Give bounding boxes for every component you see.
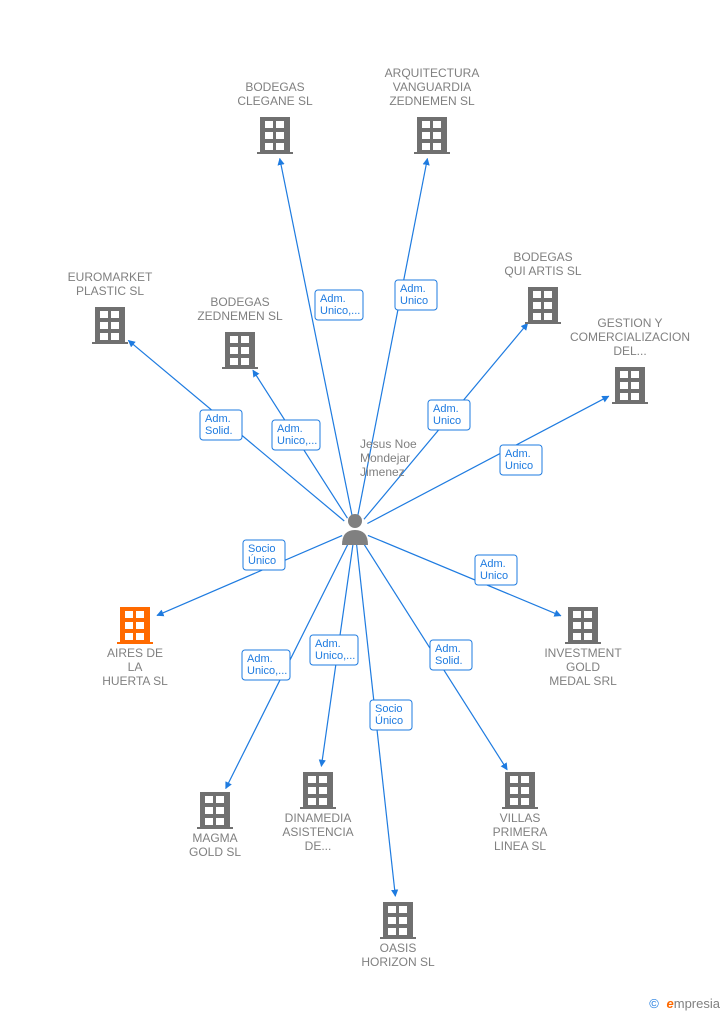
edge xyxy=(280,159,352,517)
company-label: BODEGASCLEGANE SL xyxy=(237,80,313,108)
network-diagram: Adm.Unico,...Adm.UnicoAdm.UnicoAdm.Unico… xyxy=(0,0,728,1015)
company-node xyxy=(612,367,648,404)
person-label: Jesus NoeMondejarJimenez xyxy=(360,437,417,479)
company-label: BODEGASQUI ARTIS SL xyxy=(504,250,581,278)
company-node xyxy=(565,607,601,644)
company-label: GESTION YCOMERCIALIZACIONDEL... xyxy=(570,316,690,358)
company-label: MAGMAGOLD SL xyxy=(189,831,241,859)
edge-label: SocioÚnico xyxy=(248,543,276,567)
edge-label: SocioÚnico xyxy=(375,703,403,727)
edge-label: Adm.Solid. xyxy=(205,413,233,437)
company-node xyxy=(92,307,128,344)
edge-label: Adm.Unico xyxy=(505,448,533,472)
company-label: DINAMEDIAASISTENCIADE... xyxy=(282,811,353,853)
edge-label: Adm.Unico xyxy=(433,403,461,427)
brand-first-letter: e xyxy=(667,996,674,1011)
company-node xyxy=(414,117,450,154)
edge-label: Adm.Unico xyxy=(480,558,508,582)
company-label: AIRES DELAHUERTA SL xyxy=(102,646,168,688)
brand-rest: mpresia xyxy=(674,996,720,1011)
company-node xyxy=(117,607,153,644)
company-label: VILLASPRIMERALINEA SL xyxy=(493,811,548,853)
edge-label: Adm.Solid. xyxy=(435,643,463,667)
company-node xyxy=(222,332,258,369)
company-label: EUROMARKETPLASTIC SL xyxy=(68,270,153,298)
company-node xyxy=(257,117,293,154)
edge xyxy=(368,535,561,615)
company-node xyxy=(380,902,416,939)
watermark: © empresia xyxy=(649,996,720,1011)
company-label: BODEGASZEDNEMEN SL xyxy=(197,295,283,323)
company-node xyxy=(197,792,233,829)
company-node xyxy=(300,772,336,809)
edge-label: Adm.Unico xyxy=(400,283,428,307)
company-node xyxy=(525,287,561,324)
copyright-symbol: © xyxy=(649,996,659,1011)
company-label: OASISHORIZON SL xyxy=(361,941,435,969)
company-label: ARQUITECTURAVANGUARDIAZEDNEMEN SL xyxy=(385,66,480,108)
company-node xyxy=(502,772,538,809)
company-label: INVESTMENTGOLDMEDAL SRL xyxy=(544,646,622,688)
